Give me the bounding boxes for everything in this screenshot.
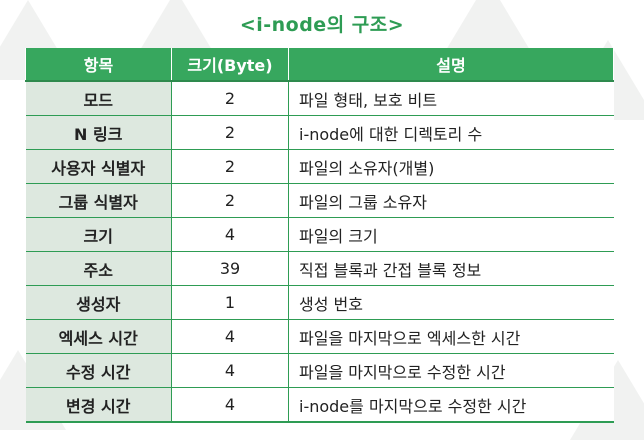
table-caption: <i-node의 구조>: [239, 14, 405, 36]
table-row: 크기 4 파일의 크기: [25, 217, 614, 252]
cell-size: 4: [171, 217, 289, 252]
table-row: 모드 2 파일 형태, 보호 비트: [25, 81, 614, 116]
cell-item: 변경 시간: [25, 387, 172, 423]
cell-item: 엑세스 시간: [25, 319, 172, 354]
cell-description: 파일 형태, 보호 비트: [288, 81, 614, 116]
table-row: N 링크 2 i-node에 대한 디렉토리 수: [25, 115, 614, 150]
table-row: 수정 시간 4 파일을 마지막으로 수정한 시간: [25, 353, 614, 388]
cell-size: 2: [171, 81, 289, 116]
cell-size: 4: [171, 319, 289, 354]
cell-description: 파일을 마지막으로 수정한 시간: [288, 353, 614, 388]
cell-item: 모드: [25, 81, 172, 116]
table-row: 변경 시간 4 i-node를 마지막으로 수정한 시간: [25, 387, 614, 423]
table-row: 생성자 1 생성 번호: [25, 285, 614, 320]
cell-description: 직접 블록과 간접 블록 정보: [288, 251, 614, 286]
header-size: 크기(Byte): [171, 48, 289, 82]
cell-size: 1: [171, 285, 289, 320]
cell-item: 수정 시간: [25, 353, 172, 388]
cell-item: 그룹 식별자: [25, 183, 172, 218]
cell-size: 4: [171, 353, 289, 388]
cell-size: 2: [171, 149, 289, 184]
cell-size: 2: [171, 183, 289, 218]
table-row: 엑세스 시간 4 파일을 마지막으로 엑세스한 시간: [25, 319, 614, 354]
inode-structure-table: 항목 크기(Byte) 설명 모드 2 파일 형태, 보호 비트 N 링크 2 …: [25, 48, 614, 423]
cell-description: 파일의 소유자(개별): [288, 149, 614, 184]
cell-item: 생성자: [25, 285, 172, 320]
cell-item: N 링크: [25, 115, 172, 150]
cell-description: 파일의 그룹 소유자: [288, 183, 614, 218]
table-header-row: 항목 크기(Byte) 설명: [25, 48, 614, 82]
cell-description: i-node를 마지막으로 수정한 시간: [288, 387, 614, 423]
table-row: 주소 39 직접 블록과 간접 블록 정보: [25, 251, 614, 286]
cell-item: 크기: [25, 217, 172, 252]
header-item: 항목: [25, 48, 172, 82]
cell-item: 사용자 식별자: [25, 149, 172, 184]
table-row: 그룹 식별자 2 파일의 그룹 소유자: [25, 183, 614, 218]
header-description: 설명: [288, 48, 614, 82]
cell-description: 파일의 크기: [288, 217, 614, 252]
cell-size: 4: [171, 387, 289, 423]
cell-size: 2: [171, 115, 289, 150]
table-row: 사용자 식별자 2 파일의 소유자(개별): [25, 149, 614, 184]
cell-description: 생성 번호: [288, 285, 614, 320]
cell-size: 39: [171, 251, 289, 286]
cell-description: 파일을 마지막으로 엑세스한 시간: [288, 319, 614, 354]
cell-description: i-node에 대한 디렉토리 수: [288, 115, 614, 150]
cell-item: 주소: [25, 251, 172, 286]
